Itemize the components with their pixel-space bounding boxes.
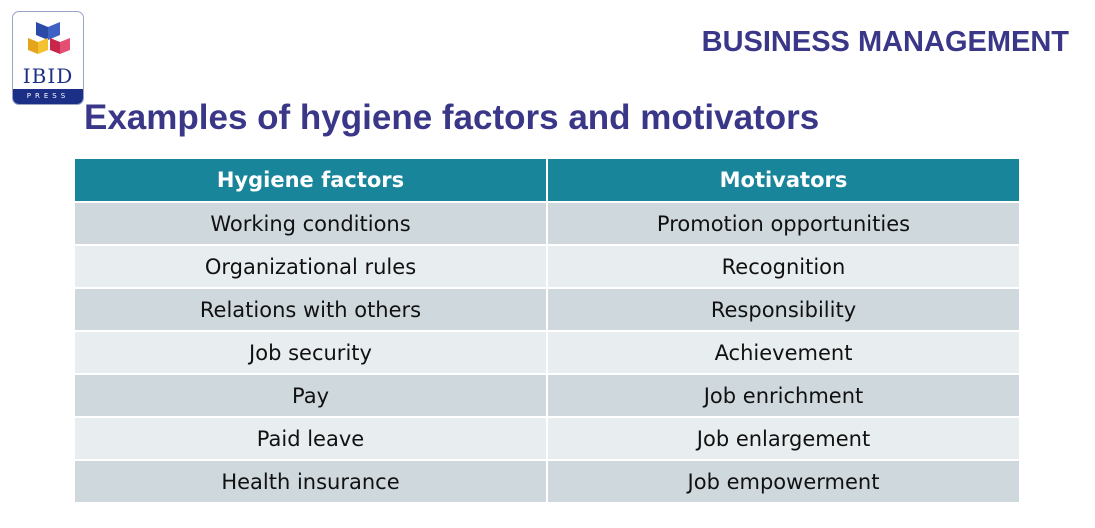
table-row: Organizational rules Recognition bbox=[75, 245, 1019, 289]
books-icon bbox=[28, 22, 70, 54]
table-row: Working conditions Promotion opportuniti… bbox=[75, 202, 1019, 246]
hygiene-cell: Health insurance bbox=[75, 460, 548, 504]
table-header-row: Hygiene factors Motivators bbox=[75, 159, 1019, 203]
table-row: Health insurance Job empowerment bbox=[75, 460, 1019, 504]
hygiene-cell: Job security bbox=[75, 331, 548, 375]
table-row: Relations with others Responsibility bbox=[75, 288, 1019, 332]
logo-subtitle: PRESS bbox=[13, 89, 83, 104]
motivator-cell: Achievement bbox=[547, 331, 1019, 375]
hygiene-cell: Relations with others bbox=[75, 288, 548, 332]
column-header-hygiene: Hygiene factors bbox=[75, 159, 548, 203]
motivator-cell: Recognition bbox=[547, 245, 1019, 289]
motivator-cell: Responsibility bbox=[547, 288, 1019, 332]
column-header-motivators: Motivators bbox=[547, 159, 1019, 203]
course-brand: BUSINESS MANAGEMENT bbox=[701, 26, 1069, 58]
logo-wordmark: IBID bbox=[22, 64, 74, 88]
hygiene-cell: Paid leave bbox=[75, 417, 548, 461]
motivator-cell: Promotion opportunities bbox=[547, 202, 1019, 246]
motivator-cell: Job enlargement bbox=[547, 417, 1019, 461]
motivator-cell: Job enrichment bbox=[547, 374, 1019, 418]
table-row: Job security Achievement bbox=[75, 331, 1019, 375]
ibid-press-logo: IBID PRESS bbox=[12, 11, 84, 105]
factors-table: Hygiene factors Motivators Working condi… bbox=[75, 159, 1019, 504]
slide-title: Examples of hygiene factors and motivato… bbox=[84, 98, 820, 137]
motivator-cell: Job empowerment bbox=[547, 460, 1019, 504]
table-row: Paid leave Job enlargement bbox=[75, 417, 1019, 461]
hygiene-cell: Pay bbox=[75, 374, 548, 418]
hygiene-cell: Organizational rules bbox=[75, 245, 548, 289]
hygiene-cell: Working conditions bbox=[75, 202, 548, 246]
table-row: Pay Job enrichment bbox=[75, 374, 1019, 418]
